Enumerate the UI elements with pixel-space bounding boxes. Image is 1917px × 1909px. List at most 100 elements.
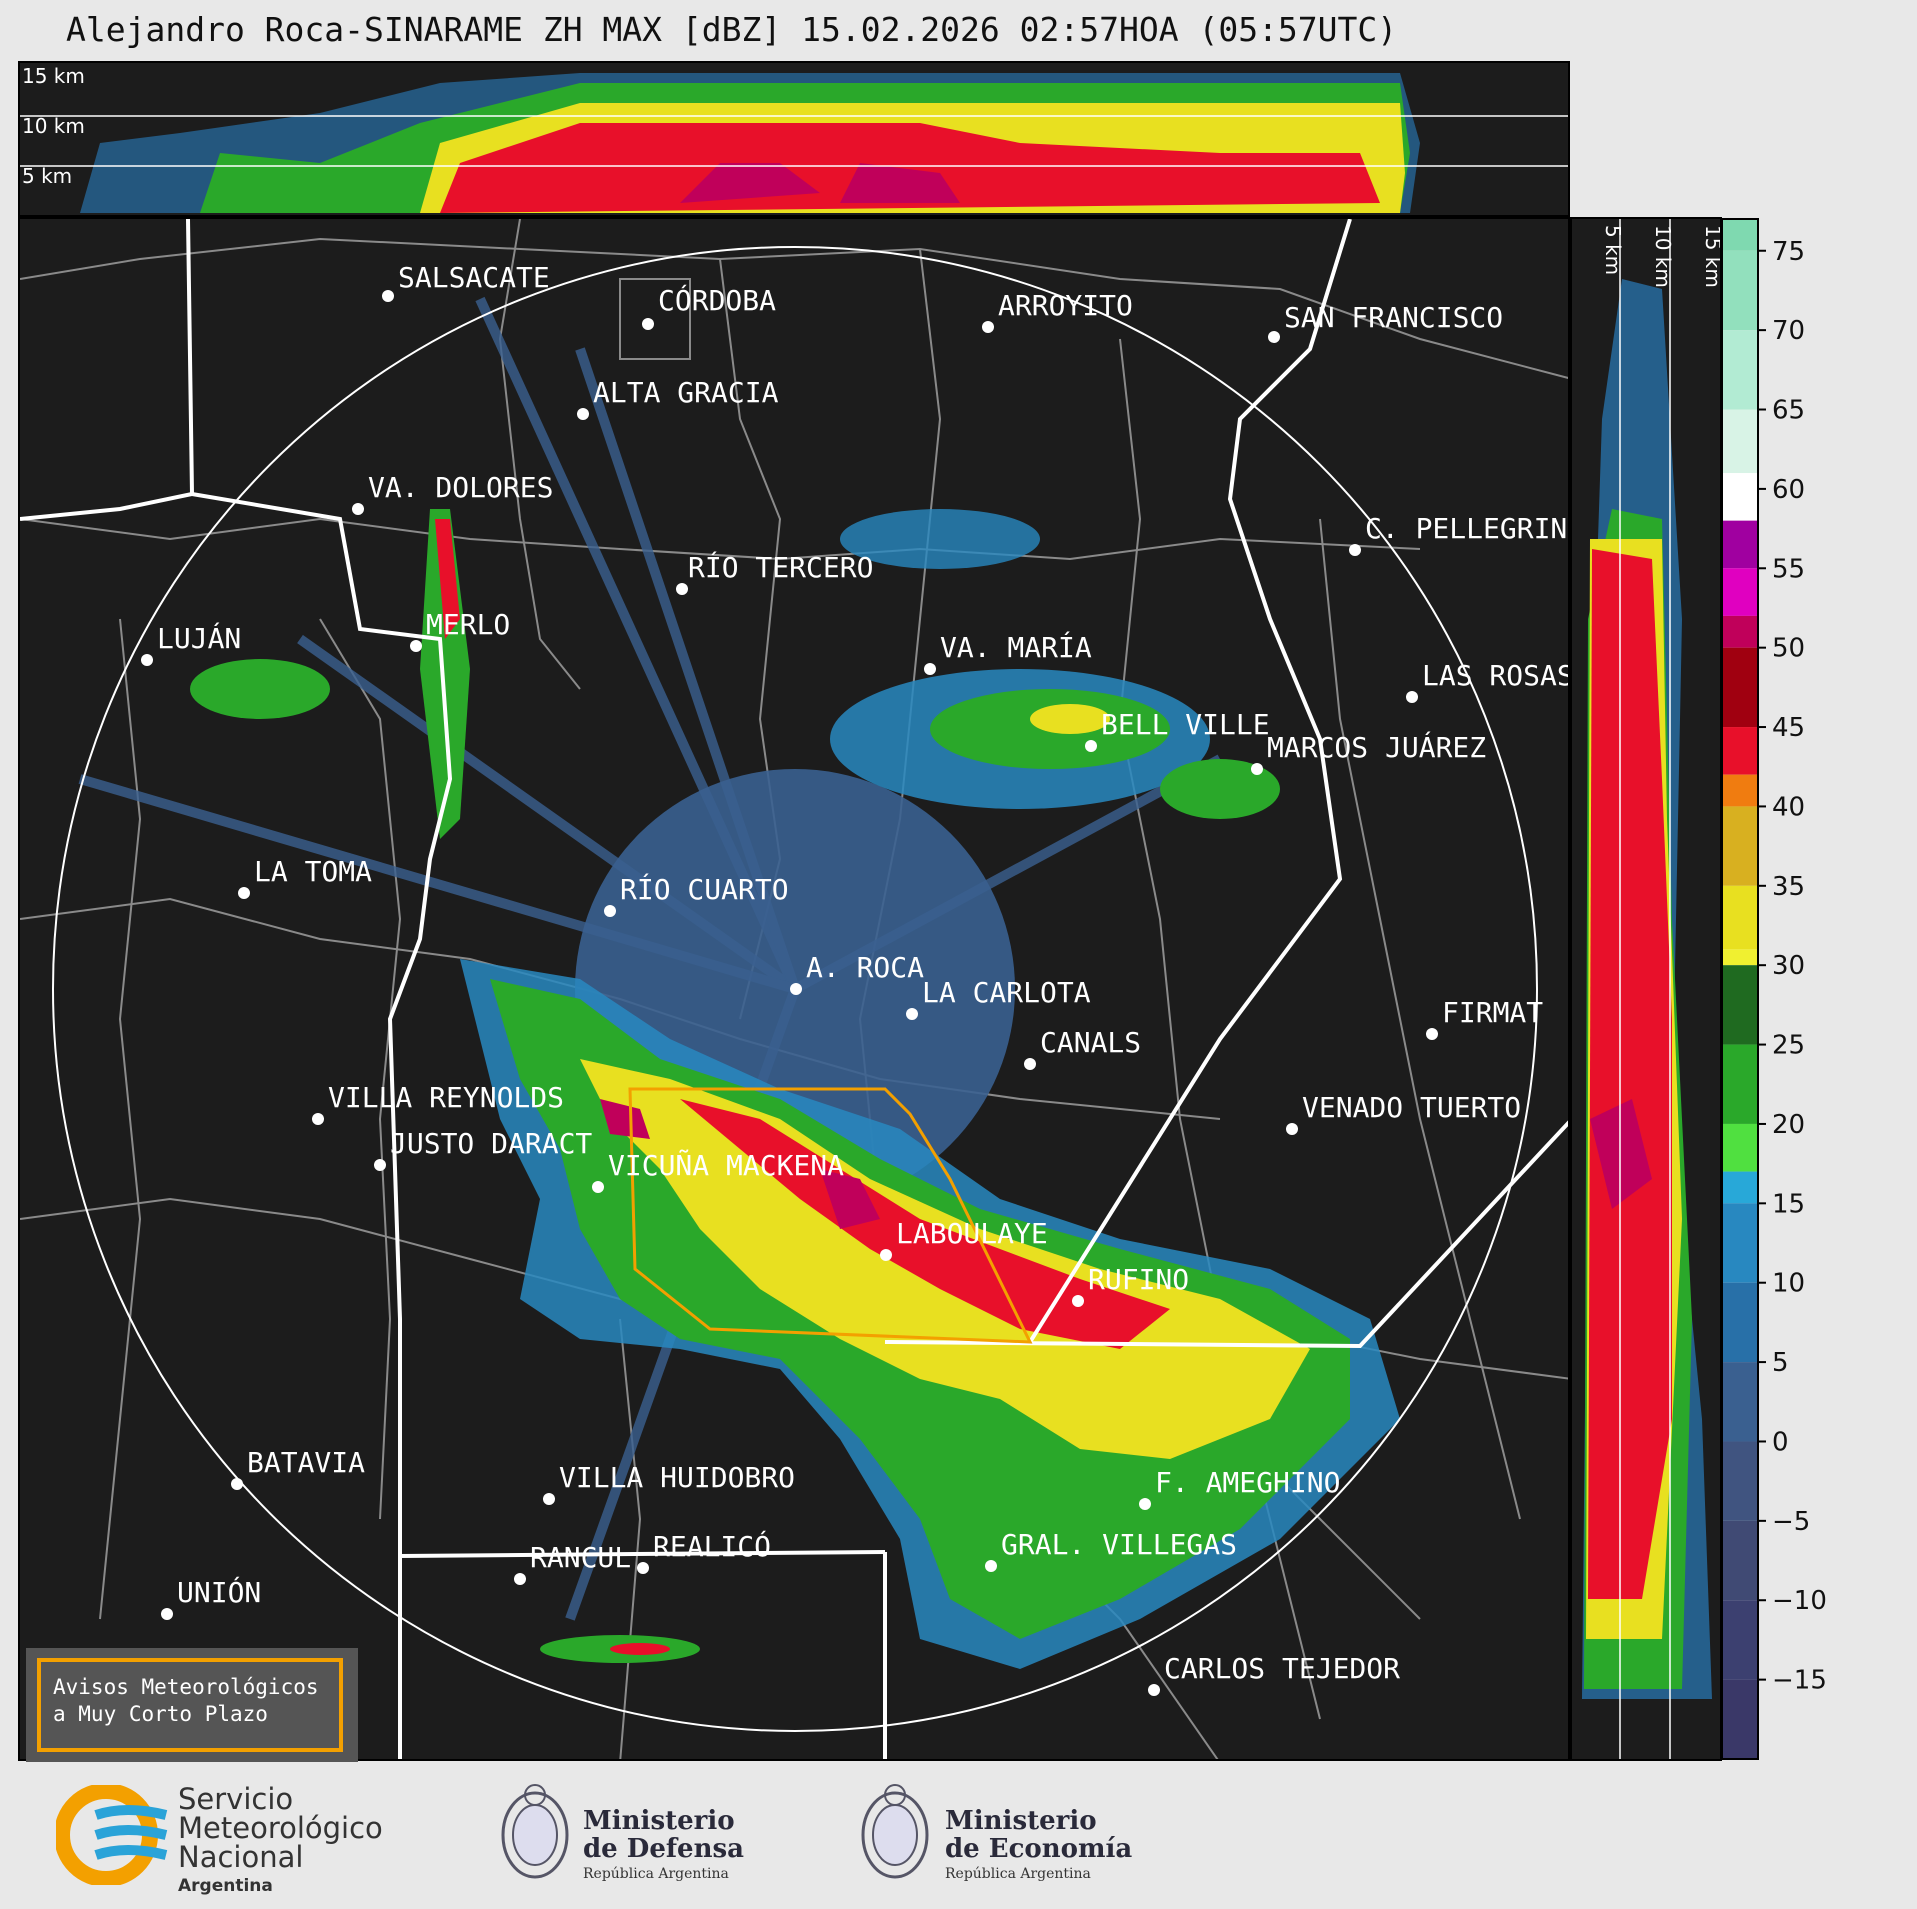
colorbar-tick-label: 40 <box>1772 792 1805 822</box>
svg-text:CÓRDOBA: CÓRDOBA <box>658 283 776 317</box>
smn-country: Argentina <box>178 1876 273 1896</box>
colorbar-band <box>1722 1441 1758 1521</box>
svg-text:UNIÓN: UNIÓN <box>177 1575 261 1609</box>
svg-text:CANALS: CANALS <box>1040 1026 1141 1059</box>
svg-text:RÍO TERCERO: RÍO TERCERO <box>688 550 873 584</box>
colorbar-band <box>1722 885 1758 950</box>
range-ring <box>52 246 1538 1732</box>
colorbar-band <box>1722 727 1758 775</box>
city-villa-huidobro: VILLA HUIDOBRO <box>543 1461 795 1505</box>
colorbar-tick-label: 0 <box>1772 1427 1789 1457</box>
colorbar-band <box>1722 774 1758 807</box>
city-c-pellegrini: C. PELLEGRINI <box>1349 512 1568 556</box>
province-borders <box>20 219 1568 1759</box>
top-cross-section-svg: 15 km 10 km 5 km <box>20 64 1568 213</box>
svg-text:LA TOMA: LA TOMA <box>254 855 372 888</box>
colorbar-band <box>1722 520 1758 569</box>
city-la-carlota: LA CARLOTA <box>906 976 1091 1020</box>
colorbar-band <box>1722 965 1758 1045</box>
svg-text:VILLA HUIDOBRO: VILLA HUIDOBRO <box>559 1461 795 1494</box>
colorbar-band <box>1722 250 1758 331</box>
city-rio-cuarto: RÍO CUARTO <box>604 872 789 917</box>
avisos-legend: Avisos Meteorológicos a Muy Corto Plazo <box>37 1658 343 1752</box>
avisos-background <box>26 1648 358 1762</box>
city-las-rosas: LAS ROSAS <box>1406 659 1570 703</box>
svg-text:BATAVIA: BATAVIA <box>247 1446 365 1479</box>
svg-text:RUFINO: RUFINO <box>1088 1263 1189 1296</box>
svg-text:MARCOS JUÁREZ: MARCOS JUÁREZ <box>1267 730 1486 764</box>
city-rufino: RUFINO <box>1072 1263 1189 1307</box>
svg-text:SAN FRANCISCO: SAN FRANCISCO <box>1284 301 1503 334</box>
city-firmat: FIRMAT <box>1426 996 1543 1040</box>
city-alta-gracia: ALTA GRACIA <box>577 376 779 420</box>
svg-text:BELL VILLE: BELL VILLE <box>1101 708 1270 741</box>
svg-text:VICUÑA MACKENA: VICUÑA MACKENA <box>608 1148 844 1182</box>
side-km-10: 10 km <box>1651 225 1675 288</box>
city-salsacate: SALSACATE <box>382 261 550 302</box>
city-lujan: LUJÁN <box>141 621 241 666</box>
svg-text:VA. MARÍA: VA. MARÍA <box>940 630 1092 664</box>
colorbar-tick-label: 20 <box>1772 1110 1805 1140</box>
economia-sub: República Argentina <box>945 1866 1091 1882</box>
city-arroyito: ARROYITO <box>982 289 1133 333</box>
page-title: Alejandro Roca-SINARAME ZH MAX [dBZ] 15.… <box>66 10 1398 49</box>
city-venado-tuerto: VENADO TUERTO <box>1286 1091 1521 1135</box>
city-la-toma: LA TOMA <box>238 855 372 899</box>
city-carlos-tejedor: CARLOS TEJEDOR <box>1148 1652 1400 1696</box>
coat-of-arms-icon <box>861 1784 929 1879</box>
svg-text:SALSACATE: SALSACATE <box>398 261 550 294</box>
city-vicuna-mackena: VICUÑA MACKENA <box>592 1148 844 1193</box>
colorbar-tick-label: 30 <box>1772 951 1805 981</box>
svg-text:F. AMEGHINO: F. AMEGHINO <box>1155 1466 1340 1499</box>
radar-map-svg: SALSACATE CÓRDOBA ARROYITO SAN FRANCISCO… <box>20 219 1570 1759</box>
coat-of-arms-icon <box>501 1784 569 1879</box>
economia-text: Ministerio de Economía República Argenti… <box>945 1807 1132 1882</box>
economia-line2: de Economía <box>945 1834 1133 1864</box>
colorbar-band <box>1722 219 1758 251</box>
colorbar-band <box>1722 615 1758 648</box>
colorbar-band <box>1722 568 1758 616</box>
smn-line2: Meteorológico <box>178 1811 383 1845</box>
city-san-francisco: SAN FRANCISCO <box>1268 301 1503 343</box>
city-f-ameghino: F. AMEGHINO <box>1139 1466 1340 1510</box>
colorbar-band <box>1722 330 1758 410</box>
top-km-5: 5 km <box>22 164 72 188</box>
city-justo-daract: JUSTO DARACT <box>374 1127 592 1171</box>
colorbar-tick-label: −10 <box>1772 1586 1827 1616</box>
svg-text:LAS ROSAS: LAS ROSAS <box>1422 659 1570 692</box>
colorbar-band <box>1722 473 1758 521</box>
city-marcos-juarez: MARCOS JUÁREZ <box>1251 730 1486 775</box>
smn-text: Servicio Meteorológico Nacional Argentin… <box>178 1785 383 1897</box>
svg-text:MERLO: MERLO <box>426 608 510 641</box>
city-batavia: BATAVIA <box>231 1446 365 1490</box>
svg-text:VILLA REYNOLDS: VILLA REYNOLDS <box>328 1081 564 1114</box>
colorbar-band <box>1722 1679 1758 1759</box>
svg-text:ARROYITO: ARROYITO <box>998 289 1133 322</box>
colorbar-tick-label: 75 <box>1772 237 1805 267</box>
city-union: UNIÓN <box>161 1575 261 1620</box>
svg-text:VA. DOLORES: VA. DOLORES <box>368 471 553 504</box>
svg-text:FIRMAT: FIRMAT <box>1442 996 1543 1029</box>
top-km-15: 15 km <box>22 64 85 88</box>
colorbar-tick-label: 60 <box>1772 475 1805 505</box>
city-gral-villegas: GRAL. VILLEGAS <box>985 1528 1237 1572</box>
defensa-sub: República Argentina <box>583 1866 729 1882</box>
city-markers: SALSACATE CÓRDOBA ARROYITO SAN FRANCISCO… <box>141 261 1570 1696</box>
colorbar-tick-label: 5 <box>1772 1348 1789 1378</box>
colorbar-band <box>1722 1362 1758 1442</box>
economia-line1: Ministerio <box>945 1806 1097 1836</box>
city-rio-tercero: RÍO TERCERO <box>676 550 873 595</box>
city-laboulaye: LABOULAYE <box>880 1217 1048 1261</box>
colorbar-band <box>1722 1600 1758 1680</box>
colorbar-band <box>1722 1282 1758 1363</box>
radar-map-panel: SALSACATE CÓRDOBA ARROYITO SAN FRANCISCO… <box>18 217 1570 1761</box>
colorbar-tick-label: 45 <box>1772 713 1805 743</box>
colorbar-tick-label: 10 <box>1772 1269 1805 1299</box>
avisos-line1: Avisos Meteorológicos <box>53 1675 319 1699</box>
svg-text:JUSTO DARACT: JUSTO DARACT <box>390 1127 592 1160</box>
top-cross-section-panel: 15 km 10 km 5 km <box>18 61 1570 217</box>
svg-text:A. ROCA: A. ROCA <box>806 951 924 984</box>
colorbar-band <box>1722 1203 1758 1283</box>
warning-polygon <box>628 1087 1033 1344</box>
